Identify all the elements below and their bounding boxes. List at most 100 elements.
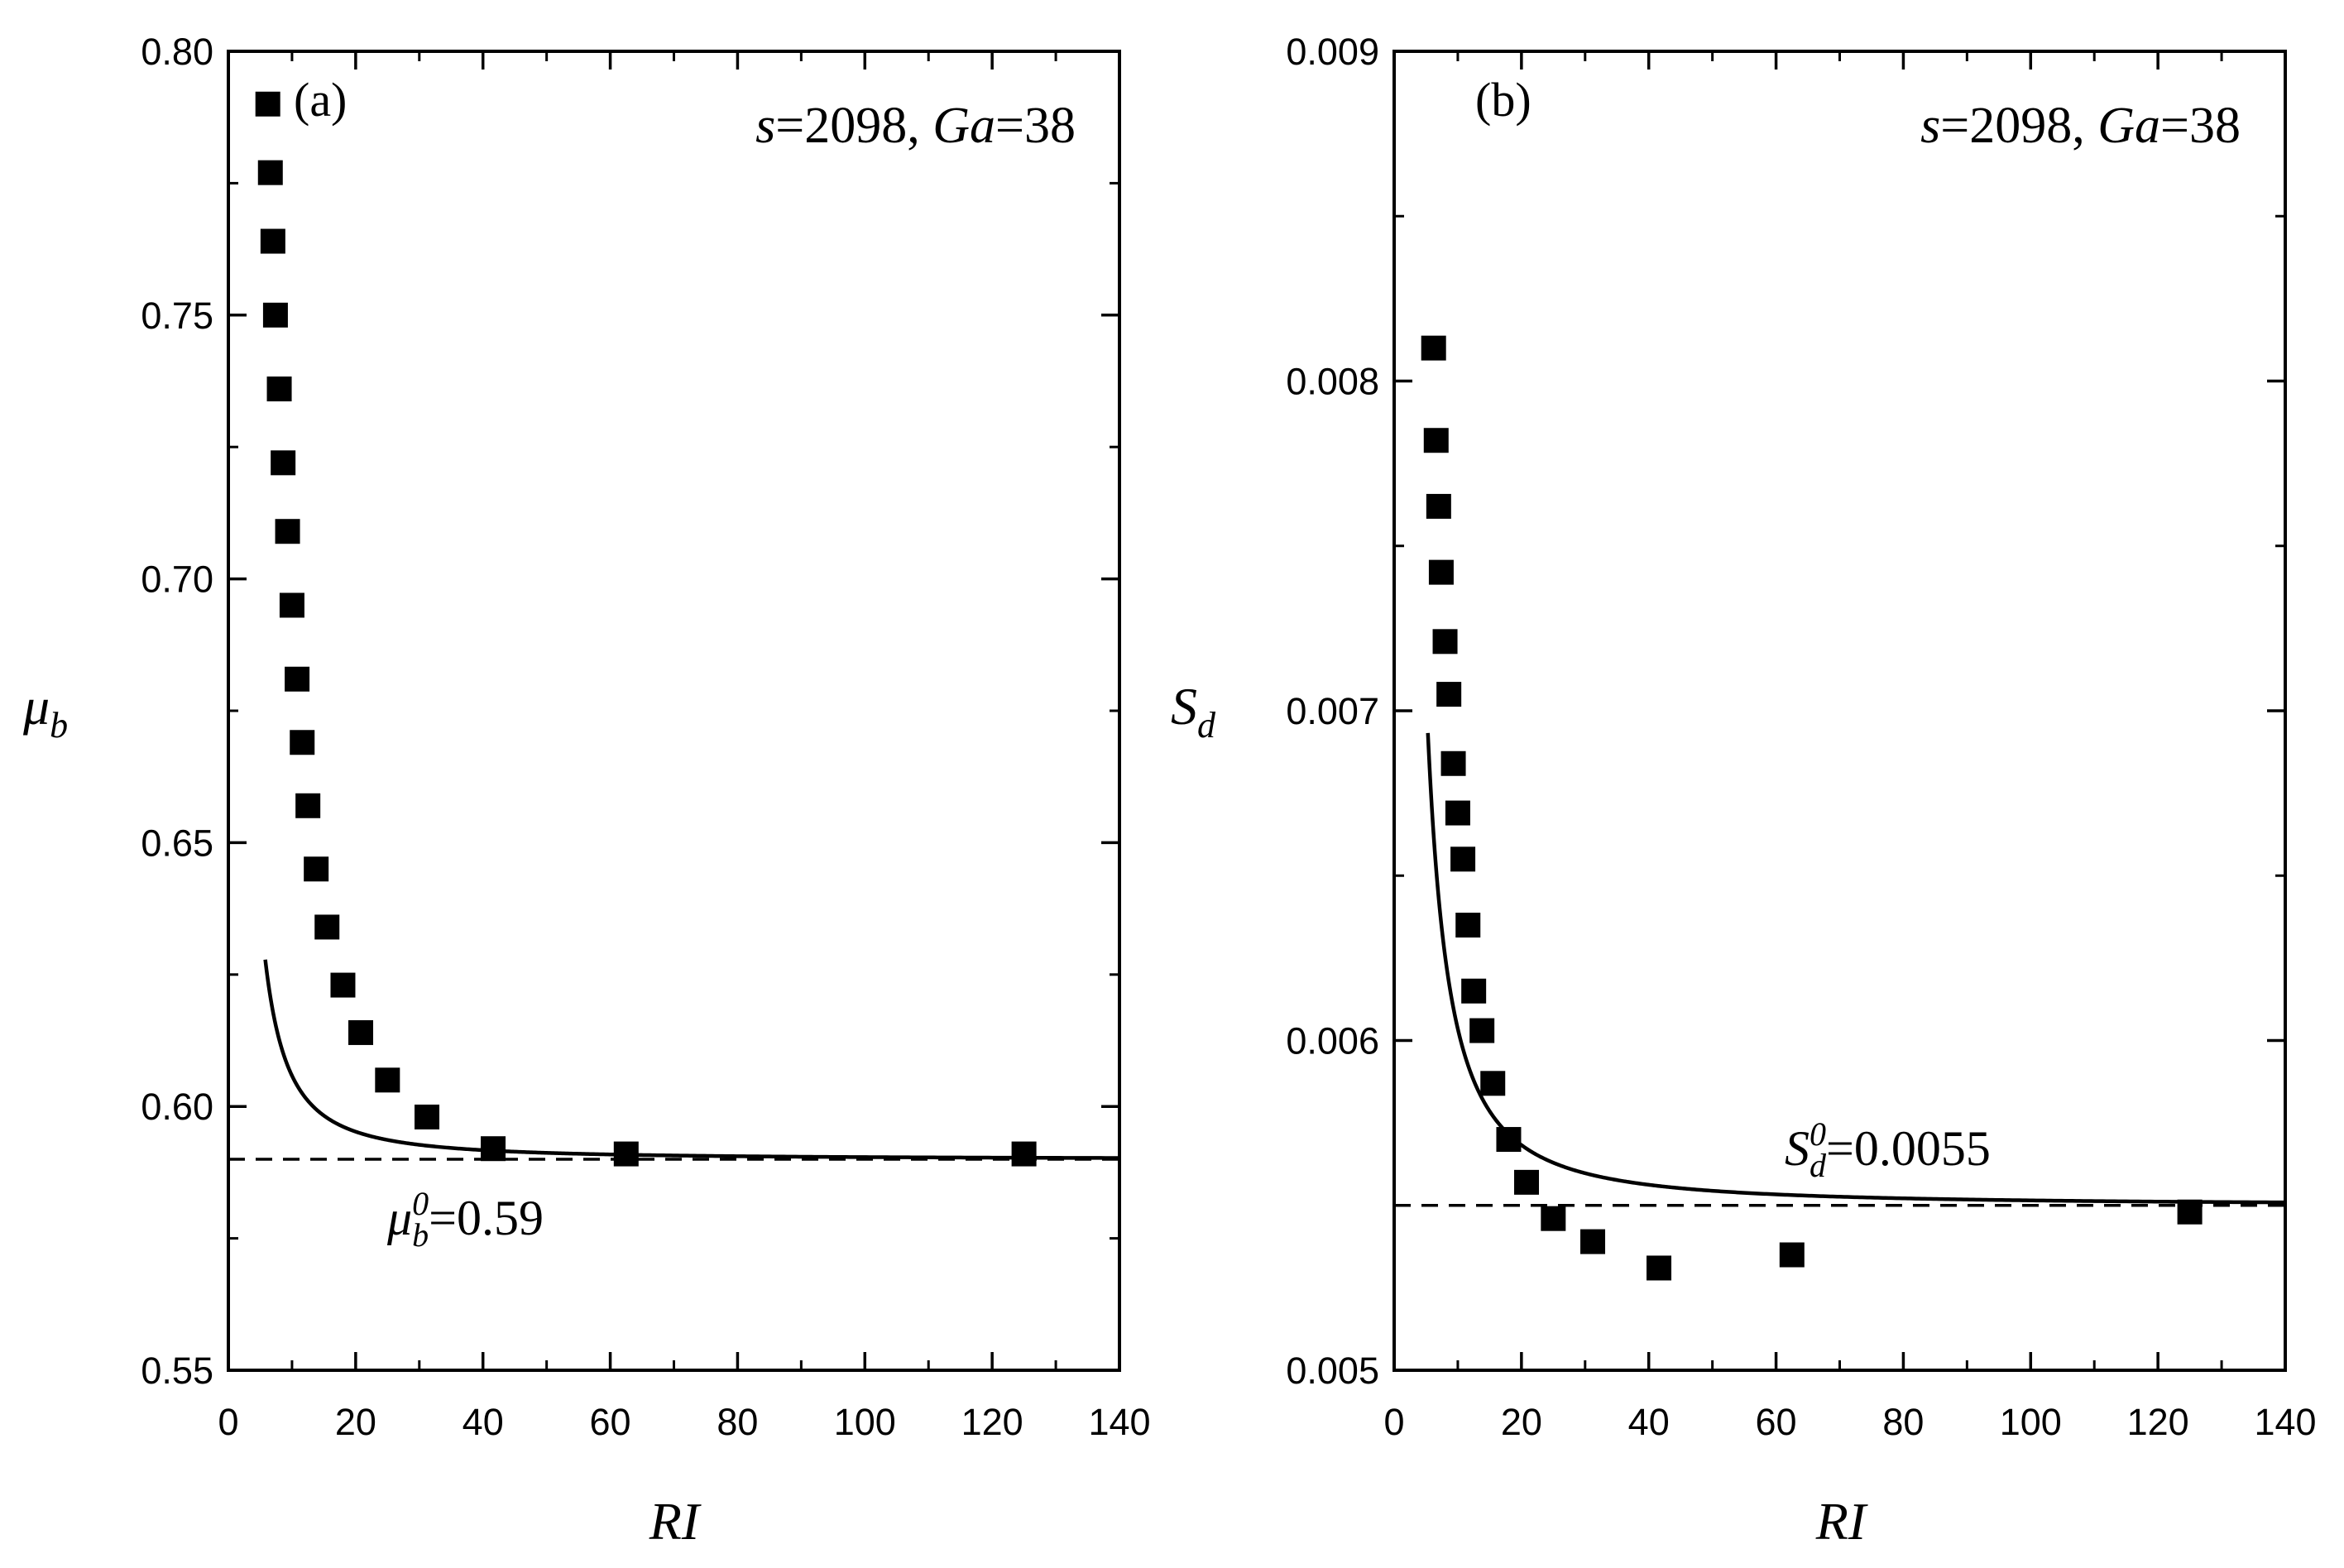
asymptote-subscript: d: [1810, 1147, 1827, 1184]
asymptote-subscript: b: [412, 1216, 429, 1254]
s-symbol: s: [1920, 98, 1940, 154]
data-point: [613, 1141, 639, 1167]
data-point: [348, 1019, 374, 1045]
panel-a: 0 20 40 60 80 100 120 140 0.55 0.60 0.65 0.70 0.75 0.…: [22, 31, 1151, 1551]
y-axis-symbol: μ: [22, 677, 50, 736]
asymptote-value: =0.0055: [1826, 1121, 1991, 1176]
data-point: [1426, 493, 1451, 519]
x-tick-label: 60: [1756, 1401, 1797, 1443]
asymptote-label: μ0 b=0.59: [386, 1185, 544, 1254]
x-tick-label: 60: [590, 1401, 631, 1443]
y-tick-label: 0.75: [141, 295, 213, 337]
data-point: [1779, 1242, 1805, 1268]
data-point: [1421, 335, 1446, 361]
data-point: [1436, 682, 1462, 707]
data-point: [1450, 846, 1476, 872]
panel-label: (a): [294, 73, 347, 127]
data-point: [304, 856, 329, 882]
ga-value: =38: [995, 98, 1076, 154]
data-point: [1432, 629, 1458, 655]
data-point: [1514, 1169, 1540, 1195]
x-tick-label: 20: [335, 1401, 376, 1443]
x-tick-label: 40: [463, 1401, 504, 1443]
y-tick-label: 0.70: [141, 559, 213, 601]
y-tick-label: 0.009: [1286, 31, 1379, 73]
x-tick-label: 140: [2254, 1401, 2316, 1443]
data-point: [481, 1136, 506, 1162]
x-tick-label: 20: [1501, 1401, 1542, 1443]
data-point: [260, 228, 285, 254]
x-tick-label: 100: [834, 1401, 896, 1443]
asymptote-symbol: S: [1785, 1121, 1810, 1176]
data-point: [255, 91, 280, 117]
y-tick-label: 0.006: [1286, 1020, 1379, 1062]
data-point: [2177, 1199, 2203, 1225]
data-point: [275, 519, 300, 544]
y-tick-label: 0.007: [1286, 690, 1379, 732]
parameter-annotation: s=2098, Ga=38: [1920, 98, 2241, 154]
x-tick-label: 120: [2127, 1401, 2189, 1443]
x-tick-label: 140: [1088, 1401, 1150, 1443]
asymptote-value: =0.59: [429, 1191, 544, 1245]
data-point: [1445, 800, 1470, 826]
data-point: [1440, 750, 1466, 776]
y-axis-label: Sd: [1171, 677, 1216, 746]
data-point: [295, 793, 321, 818]
data-point: [1423, 428, 1449, 453]
plot-frame: [227, 50, 1121, 1372]
y-axis-label: μb: [22, 677, 68, 746]
x-tick-label: 120: [961, 1401, 1023, 1443]
x-tick-label: 80: [1882, 1401, 1924, 1443]
data-point: [257, 160, 283, 185]
data-point: [1496, 1127, 1522, 1153]
x-axis-label: RI: [1815, 1492, 1868, 1551]
ga-value: =38: [2160, 98, 2241, 154]
fit-curve: [1426, 732, 2285, 1205]
x-axis-label: RI: [649, 1492, 702, 1551]
y-axis-symbol: S: [1171, 677, 1197, 736]
asymptote-superscript: 0: [1810, 1115, 1826, 1153]
panel-label: (b): [1475, 73, 1532, 127]
x-tick-label: 40: [1628, 1401, 1670, 1443]
y-tick-label: 0.80: [141, 31, 213, 73]
y-tick-label: 0.008: [1286, 361, 1379, 403]
asymptote-superscript: 0: [412, 1185, 429, 1222]
data-point: [1469, 1018, 1495, 1043]
asymptote-label: S0 d=0.0055: [1785, 1115, 1991, 1184]
data-point: [415, 1104, 440, 1129]
data-point: [271, 450, 296, 476]
data-point: [1647, 1255, 1672, 1281]
ga-symbol: Ga: [2097, 98, 2160, 154]
data-point: [262, 302, 288, 328]
parameter-annotation: s=2098, Ga=38: [755, 98, 1076, 154]
fit-curve: [263, 959, 1119, 1160]
y-tick-label: 0.65: [141, 822, 213, 864]
data-point: [1461, 978, 1487, 1004]
y-axis-subscript: b: [50, 705, 68, 746]
data-point: [1455, 913, 1481, 938]
ga-symbol: Ga: [932, 98, 995, 154]
data-point: [285, 666, 310, 692]
s-value: =2098,: [1940, 98, 2097, 154]
x-tick-label: 80: [717, 1401, 758, 1443]
data-point: [290, 730, 315, 755]
data-point: [1541, 1206, 1566, 1231]
s-value: =2098,: [775, 98, 932, 154]
data-point: [279, 592, 304, 618]
data-point: [1011, 1141, 1037, 1167]
data-point: [314, 914, 340, 940]
y-tick-label: 0.005: [1286, 1350, 1379, 1392]
data-point: [1480, 1071, 1506, 1096]
panel-b: 0 20 40 60 80 100 120 140 0.005 0.006 0.007 0.008 0.…: [1171, 31, 2317, 1551]
asymptote-symbol: μ: [386, 1191, 412, 1245]
data-point: [330, 972, 356, 998]
x-tick-label: 0: [1383, 1401, 1404, 1443]
y-axis-subscript: d: [1197, 705, 1216, 746]
data-point: [266, 376, 292, 402]
x-tick-label: 0: [218, 1401, 238, 1443]
data-point: [1428, 559, 1454, 585]
data-point: [1580, 1229, 1606, 1254]
s-symbol: s: [755, 98, 775, 154]
y-tick-label: 0.55: [141, 1350, 213, 1392]
